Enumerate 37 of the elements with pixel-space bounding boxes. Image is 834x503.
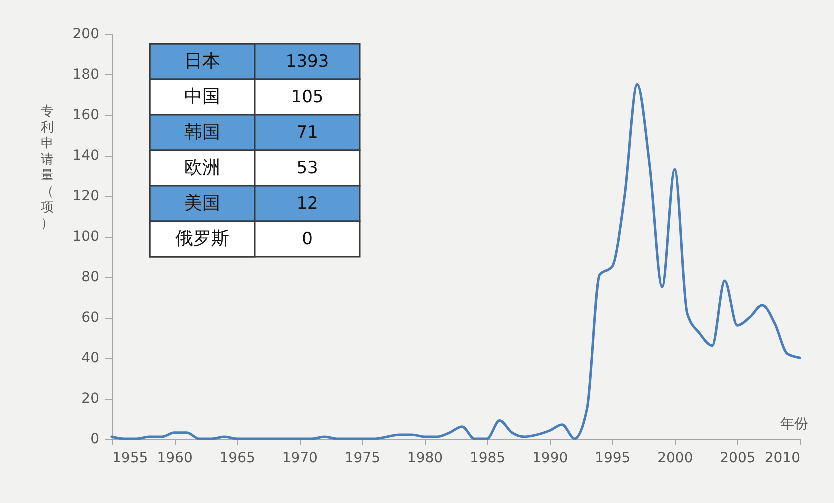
x-tick-label: 1955 <box>112 450 148 466</box>
x-tick-label: 1990 <box>532 450 568 466</box>
y-tick-label: 80 <box>82 270 100 286</box>
x-tick-label: 2005 <box>720 450 756 466</box>
data-label: 0 <box>302 229 313 250</box>
y-tick-label: 100 <box>72 229 100 245</box>
y-tick-label: 160 <box>72 108 100 124</box>
y-tick-label: 120 <box>72 188 100 204</box>
category-label: 日本 <box>184 50 220 72</box>
category-label: 欧洲 <box>184 157 220 178</box>
y-tick-label: 60 <box>82 310 100 326</box>
y-tick-label: 200 <box>72 26 100 42</box>
data-label: 1393 <box>286 52 330 72</box>
data-label: 53 <box>296 158 318 178</box>
y-tick-label: 40 <box>82 350 100 366</box>
category-label: 中国 <box>184 86 220 108</box>
category-label: 俄罗斯 <box>176 228 230 250</box>
y-tick-label: 0 <box>90 432 100 448</box>
y-tick-label: 180 <box>72 67 100 83</box>
x-tick-label: 2000 <box>658 450 694 466</box>
data-label: 71 <box>296 122 318 143</box>
data-label: 105 <box>291 87 324 108</box>
category-label: 韩国 <box>184 122 220 143</box>
x-tick-label: 1985 <box>470 450 506 466</box>
x-tick-label: 1975 <box>344 450 380 466</box>
x-tick-label: 1960 <box>157 450 193 466</box>
x-tick-label: 1995 <box>595 450 631 466</box>
y-axis-title: 专利申请量（项） <box>41 104 54 232</box>
x-axis-title: 年份 <box>780 416 808 432</box>
x-tick-label: 1980 <box>407 450 444 466</box>
x-tick-label: 1965 <box>220 450 256 466</box>
y-tick-label: 20 <box>82 391 100 407</box>
data-label: 12 <box>296 194 318 214</box>
category-label: 美国 <box>184 192 220 214</box>
x-tick-label: 1970 <box>282 450 318 466</box>
x-tick-label: 2010 <box>764 450 800 466</box>
y-tick-label: 140 <box>72 148 100 164</box>
